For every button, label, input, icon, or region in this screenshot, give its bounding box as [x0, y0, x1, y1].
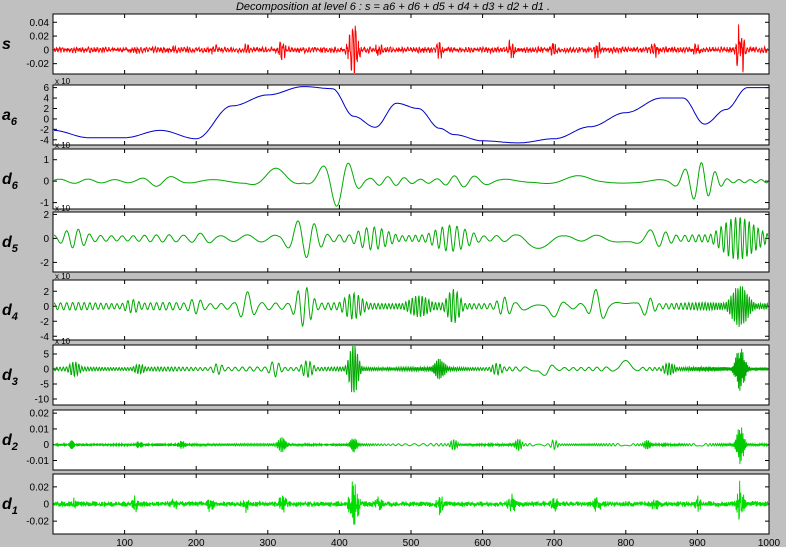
- ytick-label-a6: 6: [43, 83, 49, 94]
- exponent-label-d4: x 10: [55, 272, 71, 281]
- panel-label-d5: d5: [2, 234, 19, 255]
- ytick-label-d5: 2: [43, 210, 49, 221]
- ytick-label-d3: -10: [35, 395, 50, 406]
- exponent-label-a6: x 10: [55, 77, 71, 86]
- panel-label-d4: d4: [2, 302, 18, 323]
- ytick-label-d3: 0: [43, 365, 49, 376]
- axes-box-d6: [52, 148, 770, 210]
- series-line-d4: [54, 286, 768, 328]
- chart-title: Decomposition at level 6 : s = a6 + d6 +…: [235, 1, 551, 13]
- series-line-a6: [54, 86, 768, 144]
- axes-box-d3: [52, 344, 770, 406]
- ytick-label-d3: 5: [43, 350, 49, 361]
- series-line-d2: [54, 427, 768, 465]
- xtick-label: 400: [331, 538, 348, 547]
- exponent-label-d3: x 10: [55, 337, 71, 346]
- ytick-label-s: 0.04: [30, 18, 50, 29]
- ytick-label-d1: -0.02: [26, 517, 49, 528]
- xtick-label: 100: [116, 538, 133, 547]
- ytick-label-d6: 1: [43, 155, 49, 166]
- ytick-label-d4: 2: [43, 287, 49, 298]
- ytick-label-d6: 0: [43, 177, 49, 188]
- ytick-label-s: 0: [43, 45, 49, 56]
- ytick-label-d1: 0.02: [30, 482, 50, 493]
- ytick-label-d2: 0: [43, 440, 49, 451]
- panel-d5: 2 0 -2 x 10 d5: [2, 204, 770, 273]
- xtick-label: 200: [188, 538, 205, 547]
- panel-label-s: s: [2, 36, 11, 53]
- ytick-label-d2: 0.02: [30, 409, 50, 420]
- panel-d2: 0.02 0.01 0 -0.01 d2: [2, 409, 770, 471]
- ytick-label-d2: -0.01: [26, 456, 49, 467]
- panel-label-a6: a6: [2, 107, 18, 128]
- ytick-label-a6: 0: [43, 114, 49, 125]
- axes-box-a6: [52, 84, 770, 146]
- series-line-d3: [54, 346, 768, 393]
- ytick-label-d6: -1: [40, 198, 49, 209]
- ytick-label-a6: 4: [43, 94, 49, 105]
- ytick-label-d4: 0: [43, 302, 49, 313]
- axes-box-s: [52, 13, 770, 75]
- xtick-label: 300: [259, 538, 276, 547]
- panel-label-d3: d3: [2, 367, 18, 388]
- ytick-label-a6: -4: [40, 135, 49, 146]
- xtick-label: 500: [403, 538, 420, 547]
- panel-label-d1: d1: [2, 496, 18, 517]
- panel-d6: 1 0 -1 x 10 d6: [2, 141, 770, 210]
- exponent-label-d5: x 10: [55, 204, 71, 213]
- panel-label-d6: d6: [2, 171, 19, 192]
- xtick-label: 700: [546, 538, 563, 547]
- panel-label-d2: d2: [2, 432, 18, 453]
- ytick-label-d1: 0: [43, 500, 49, 511]
- series-line-d5: [54, 217, 768, 260]
- ytick-label-d5: -2: [40, 258, 49, 269]
- ytick-label-s: -0.02: [26, 59, 49, 70]
- ytick-label-d4: -4: [40, 332, 49, 343]
- panel-d3: 5 0 -5 -10 x 10 d3: [2, 337, 770, 406]
- ytick-label-a6: -2: [40, 125, 49, 136]
- series-line-d6: [54, 162, 768, 207]
- xtick-label: 800: [617, 538, 634, 547]
- ytick-label-d3: -5: [40, 380, 49, 391]
- ytick-label-d2: 0.01: [30, 424, 50, 435]
- exponent-label-d6: x 10: [55, 141, 71, 150]
- xtick-label: 600: [474, 538, 491, 547]
- ytick-label-s: 0.02: [30, 32, 50, 43]
- xtick-label: 900: [689, 538, 706, 547]
- panel-d1: 0.02 0 -0.02 d1: [2, 473, 770, 535]
- panel-d4: 2 0 -2 -4 x 10 d4: [2, 272, 770, 343]
- ytick-label-d5: 0: [43, 234, 49, 245]
- axes-box-d2: [52, 409, 770, 471]
- xtick-label: 1000: [758, 538, 781, 547]
- series-line-d1: [54, 480, 768, 525]
- panel-s: 0.04 0.02 0 -0.02 s: [2, 13, 770, 75]
- ytick-label-d4: -2: [40, 317, 49, 328]
- series-line-s: [54, 24, 768, 73]
- ytick-label-a6: 2: [43, 104, 49, 115]
